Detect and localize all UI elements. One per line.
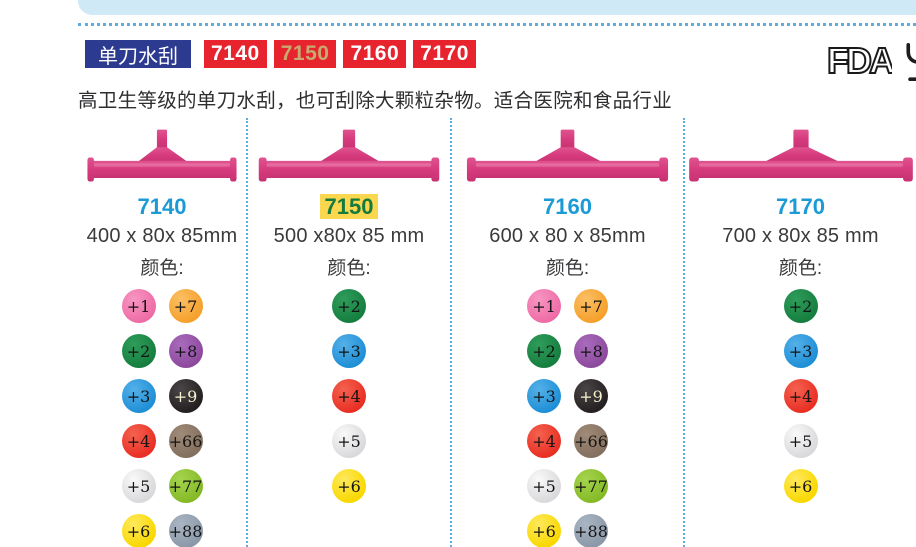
product-code-chip: 7140	[204, 40, 267, 68]
color-option-row: +6 +88	[452, 514, 683, 547]
color-option-row: +1 +7	[452, 289, 683, 334]
color-option-dot: +2	[332, 289, 366, 323]
color-option-dot: +8	[168, 334, 203, 368]
product-code: 7150	[248, 194, 450, 220]
product-column: 7150 500 x80x 85 mm 颜色: +2 +3 +4 +5 +6	[246, 118, 450, 547]
color-option-dot: +8	[574, 334, 608, 368]
color-option-row: +2	[248, 289, 450, 334]
color-option-dot: +4	[783, 379, 818, 413]
color-option-row: +5 +77	[452, 469, 683, 514]
color-option-dot: +3	[783, 334, 818, 368]
color-option-dot: +4	[527, 424, 561, 458]
color-option-dot: +5	[783, 424, 818, 458]
color-option-dot: +5	[332, 424, 366, 458]
squeegee-product-image	[248, 118, 450, 190]
product-code: 7170	[776, 194, 825, 219]
color-option-dot: +7	[574, 289, 608, 323]
color-option-row: +2 +8	[452, 334, 683, 379]
product-column: 7170 700 x 80x 85 mm 颜色: +2 +3 +4 +5 +6	[683, 118, 916, 547]
color-option-row: +5	[685, 424, 916, 469]
color-option-row: +4 +66	[78, 424, 246, 469]
squeegee-product-image	[452, 118, 683, 190]
product-dimensions: 400 x 80x 85mm	[86, 225, 238, 247]
color-option-row: +4	[685, 379, 916, 424]
product-column: 7140 400 x 80x 85mm 颜色: +1 +7 +2 +8 +3 +9 +4 +6…	[78, 118, 246, 547]
section-title-badge: 单刀水刮	[85, 40, 191, 68]
color-option-row: +5	[248, 424, 450, 469]
color-option-row: +6	[685, 469, 916, 514]
product-code: 7140	[137, 194, 187, 219]
color-option-dot: +77	[168, 469, 203, 503]
color-options-grid: +1 +7 +2 +8 +3 +9 +4 +66 +5 +77 +6 +88	[452, 289, 683, 547]
squeegee-product-image	[78, 118, 246, 190]
product-description: 高卫生等级的单刀水刮，也可刮除大颗粒杂物。适合医院和食品行业	[78, 90, 673, 112]
color-option-row: +2 +8	[78, 334, 246, 379]
colors-label: 颜色:	[327, 258, 371, 279]
color-option-dot: +9	[168, 379, 203, 413]
colors-label: 颜色:	[778, 258, 823, 279]
color-option-dot: +7	[168, 289, 203, 323]
color-option-dot: +2	[783, 289, 818, 323]
certification-logos: FDA	[826, 40, 916, 84]
color-option-dot: +88	[574, 514, 608, 547]
color-option-dot: +3	[527, 379, 561, 413]
color-option-dot: +2	[527, 334, 561, 368]
color-option-dot: +6	[783, 469, 818, 503]
top-rounded-band	[78, 0, 916, 15]
page-header: 单刀水刮 7140 7150 7160 7170	[85, 40, 476, 68]
color-option-dot: +4	[121, 424, 156, 458]
color-option-row: +5 +77	[78, 469, 246, 514]
color-option-dot: +1	[527, 289, 561, 323]
products-row: 7140 400 x 80x 85mm 颜色: +1 +7 +2 +8 +3 +9 +4 +6…	[78, 118, 916, 547]
color-option-row: +3	[685, 334, 916, 379]
product-code: 7160	[543, 194, 592, 219]
color-option-dot: +66	[168, 424, 203, 458]
product-code-chip: 7160	[343, 40, 407, 68]
product-column: 7160 600 x 80 x 85mm 颜色: +1 +7 +2 +8 +3 +9 +4 +…	[450, 118, 683, 547]
color-option-row: +3	[248, 334, 450, 379]
color-option-row: +2	[685, 289, 916, 334]
color-option-dot: +5	[121, 469, 156, 503]
color-option-dot: +6	[121, 514, 156, 547]
dotted-divider-horizontal	[78, 23, 916, 26]
color-option-dot: +9	[574, 379, 608, 413]
squeegee-product-image	[685, 118, 916, 190]
color-options-grid: +2 +3 +4 +5 +6	[248, 289, 450, 514]
product-code-chips: 7140 7150 7160 7170	[204, 40, 476, 68]
color-option-dot: +77	[574, 469, 608, 503]
color-option-dot: +6	[527, 514, 561, 547]
color-option-dot: +4	[332, 379, 366, 413]
color-option-row: +3 +9	[452, 379, 683, 424]
color-option-row: +4	[248, 379, 450, 424]
color-option-dot: +6	[332, 469, 366, 503]
product-dimensions: 700 x 80x 85 mm	[722, 225, 879, 247]
color-option-dot: +3	[121, 379, 156, 413]
color-options-grid: +2 +3 +4 +5 +6	[685, 289, 916, 514]
color-option-dot: +88	[168, 514, 203, 547]
color-option-dot: +1	[121, 289, 156, 323]
color-option-dot: +2	[121, 334, 156, 368]
food-contact-safe-glass-fork-icon	[906, 42, 916, 82]
color-option-dot: +66	[574, 424, 608, 458]
product-code-chip: 7170	[413, 40, 476, 68]
color-option-row: +1 +7	[78, 289, 246, 334]
color-option-row: +6	[248, 469, 450, 514]
color-option-row: +6 +88	[78, 514, 246, 547]
colors-label: 颜色:	[140, 258, 184, 279]
product-code-chip: 7150	[273, 40, 337, 68]
color-option-row: +4 +66	[452, 424, 683, 469]
svg-text:FDA: FDA	[827, 40, 892, 81]
color-option-dot: +3	[332, 334, 366, 368]
color-option-row: +3 +9	[78, 379, 246, 424]
color-option-dot: +5	[527, 469, 561, 503]
fda-logo: FDA	[826, 40, 892, 82]
product-dimensions: 600 x 80 x 85mm	[489, 225, 646, 247]
color-options-grid: +1 +7 +2 +8 +3 +9 +4 +66 +5 +77 +6 +88	[78, 289, 246, 547]
colors-label: 颜色:	[545, 258, 590, 279]
product-dimensions: 500 x80x 85 mm	[273, 225, 425, 247]
